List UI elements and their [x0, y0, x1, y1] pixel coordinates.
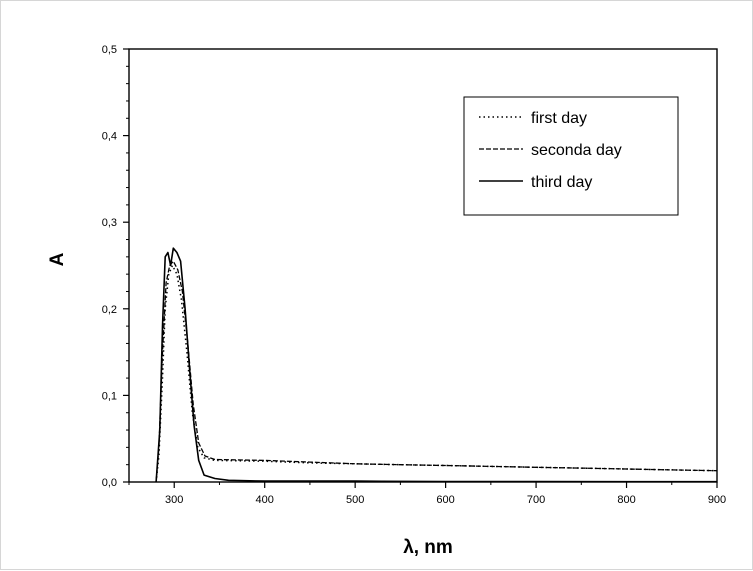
legend-label-2: seconda day: [531, 142, 622, 159]
x-axis-label: λ, nm: [403, 537, 453, 558]
x-axis-ticks: 300 400 500 600 700 800 900: [128, 482, 726, 506]
legend-label-3: third day: [531, 174, 592, 191]
y-tick-label: 0,0: [102, 477, 117, 489]
y-tick-label: 0,3: [102, 217, 117, 229]
y-tick-label: 0,5: [102, 44, 117, 56]
series-line-1: [155, 264, 718, 483]
x-tick-label: 400: [256, 494, 274, 506]
series-group: [155, 247, 718, 483]
y-tick-label: 0,1: [102, 390, 117, 402]
legend: first day seconda day third day: [463, 96, 679, 216]
legend-label-1: first day: [531, 110, 587, 127]
x-tick-label: 600: [436, 494, 454, 506]
x-tick-label: 700: [527, 494, 545, 506]
y-tick-label: 0,2: [102, 304, 117, 316]
x-tick-label: 900: [708, 494, 726, 506]
x-tick-label: 300: [165, 494, 183, 506]
x-tick-label: 500: [346, 494, 364, 506]
series-line-3: [155, 247, 717, 483]
x-tick-label: 800: [617, 494, 635, 506]
legend-box: [463, 96, 679, 216]
y-tick-label: 0,4: [102, 131, 117, 143]
y-axis-label: A: [47, 252, 68, 266]
series-line-2: [155, 260, 718, 483]
y-axis-ticks: 0,0 0,1 0,2 0,3 0,4 0,5: [102, 44, 129, 489]
